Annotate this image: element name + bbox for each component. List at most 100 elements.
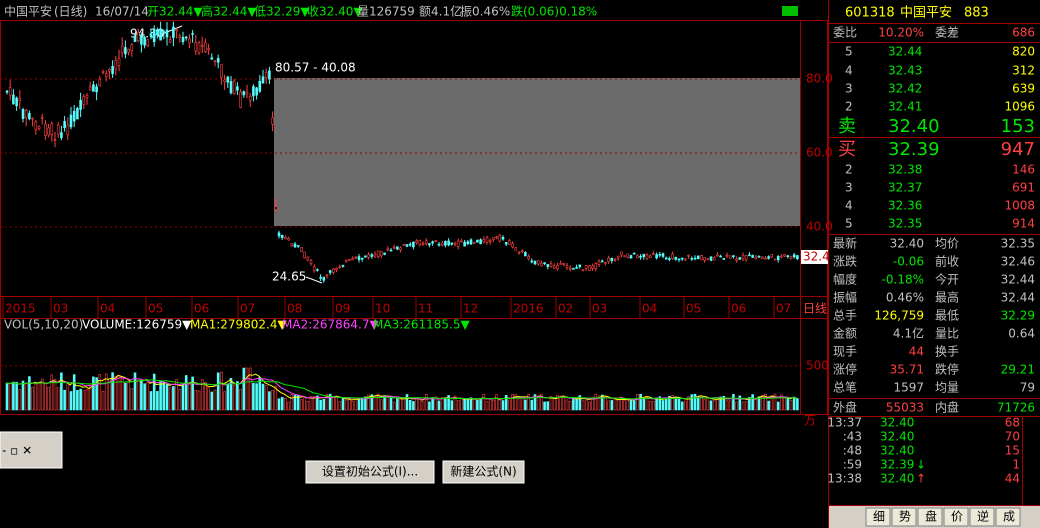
volume-bar [632, 400, 636, 411]
volume-bar [165, 384, 169, 411]
candle [287, 237, 290, 241]
tab-label[interactable]: 细 [873, 510, 885, 524]
candle [300, 247, 303, 252]
candle [341, 264, 345, 267]
candle [789, 256, 793, 259]
volume-bar [578, 395, 582, 411]
candle [636, 255, 639, 259]
stat-label: 最新 [833, 236, 857, 251]
price: 32.41 [888, 100, 922, 114]
volume-bar [520, 396, 524, 411]
candle [37, 126, 41, 129]
date-label: 05 [686, 302, 701, 316]
stat-value: 32.46 [1001, 255, 1035, 269]
candle [101, 71, 105, 73]
header-high: 高32.44▼ [201, 4, 257, 19]
candle [530, 260, 534, 263]
tab-label[interactable]: 成 [1003, 510, 1015, 524]
stat-label: 内盘 [935, 400, 959, 415]
volume-bar [127, 382, 130, 411]
candle [60, 132, 63, 139]
candle [719, 255, 722, 258]
candle [111, 66, 114, 74]
header-date: 16/07/14 [95, 5, 149, 19]
candle [56, 124, 60, 135]
trade-time: :59 [843, 458, 862, 472]
tab[interactable] [891, 507, 917, 527]
tab[interactable] [969, 507, 995, 527]
tab-label[interactable]: 逆 [977, 509, 989, 524]
candle [303, 251, 306, 259]
volume-bar [15, 381, 18, 411]
pointer [161, 25, 183, 35]
volume-bar [12, 381, 15, 411]
candle [440, 242, 444, 246]
volume-bar [754, 398, 758, 411]
date-label: 03 [53, 302, 68, 316]
volume-bar [421, 400, 425, 411]
candle [773, 258, 777, 261]
button-label[interactable]: 设置初始公式(I)... [322, 465, 418, 479]
volume-bar [469, 397, 473, 411]
candle [680, 257, 684, 260]
volume-bar [300, 399, 303, 411]
trade-volume: 68 [1005, 416, 1020, 430]
button-label[interactable]: 新建公式(N) [450, 464, 516, 479]
tab[interactable] [917, 507, 943, 527]
candle [245, 91, 249, 95]
candle [604, 262, 607, 264]
volume-bar [712, 400, 716, 411]
chart-frame [0, 20, 828, 415]
stat-label: 换手 [935, 345, 959, 359]
candle [156, 29, 159, 36]
volume-bar [95, 377, 98, 411]
volume-bar [738, 395, 742, 411]
candle [133, 35, 137, 42]
button[interactable] [305, 460, 435, 484]
volume-bar [40, 378, 44, 411]
candle [671, 253, 674, 259]
candle [108, 68, 111, 72]
tab-label[interactable]: 势 [899, 510, 911, 524]
candle [466, 241, 470, 244]
current-price-box [801, 250, 828, 264]
volume-bar [437, 400, 441, 411]
stat-value: 4.1亿 [893, 326, 924, 341]
tab-label[interactable]: 价 [951, 510, 963, 524]
header-period: (日线) [54, 5, 87, 19]
volume-bar [476, 399, 479, 411]
button[interactable] [442, 460, 525, 484]
tab[interactable] [943, 507, 969, 527]
volume-bar [783, 397, 786, 411]
stat-label: 幅度 [833, 272, 857, 287]
volume-bar [456, 400, 460, 411]
window-controls[interactable]: - ▫ ✕ [2, 444, 32, 458]
volume-bar [335, 395, 338, 411]
volume-bar [293, 394, 297, 411]
date-label: 04 [100, 302, 115, 316]
volume-bar [303, 397, 306, 411]
candle [770, 254, 774, 258]
volume-bar [524, 399, 527, 411]
candle [383, 252, 386, 255]
level: 4 [845, 199, 853, 213]
candle [581, 269, 585, 271]
volume-bar [268, 391, 271, 411]
candle [648, 255, 652, 258]
tab[interactable] [865, 507, 891, 527]
volume-bar [498, 399, 502, 411]
volume: 691 [1012, 181, 1035, 195]
candle [600, 260, 604, 263]
volume-bar [120, 378, 124, 411]
candle [162, 31, 166, 33]
candle [434, 240, 438, 242]
mini-window[interactable] [0, 431, 63, 469]
candle [495, 236, 498, 239]
candle [223, 79, 226, 82]
tab[interactable] [995, 507, 1021, 527]
tab-label[interactable]: 盘 [925, 509, 937, 524]
vol-ma2: MA2:267864.7▼ [282, 318, 379, 332]
volume-bar [408, 399, 412, 411]
candle [562, 263, 566, 265]
volume-bar [424, 393, 428, 411]
